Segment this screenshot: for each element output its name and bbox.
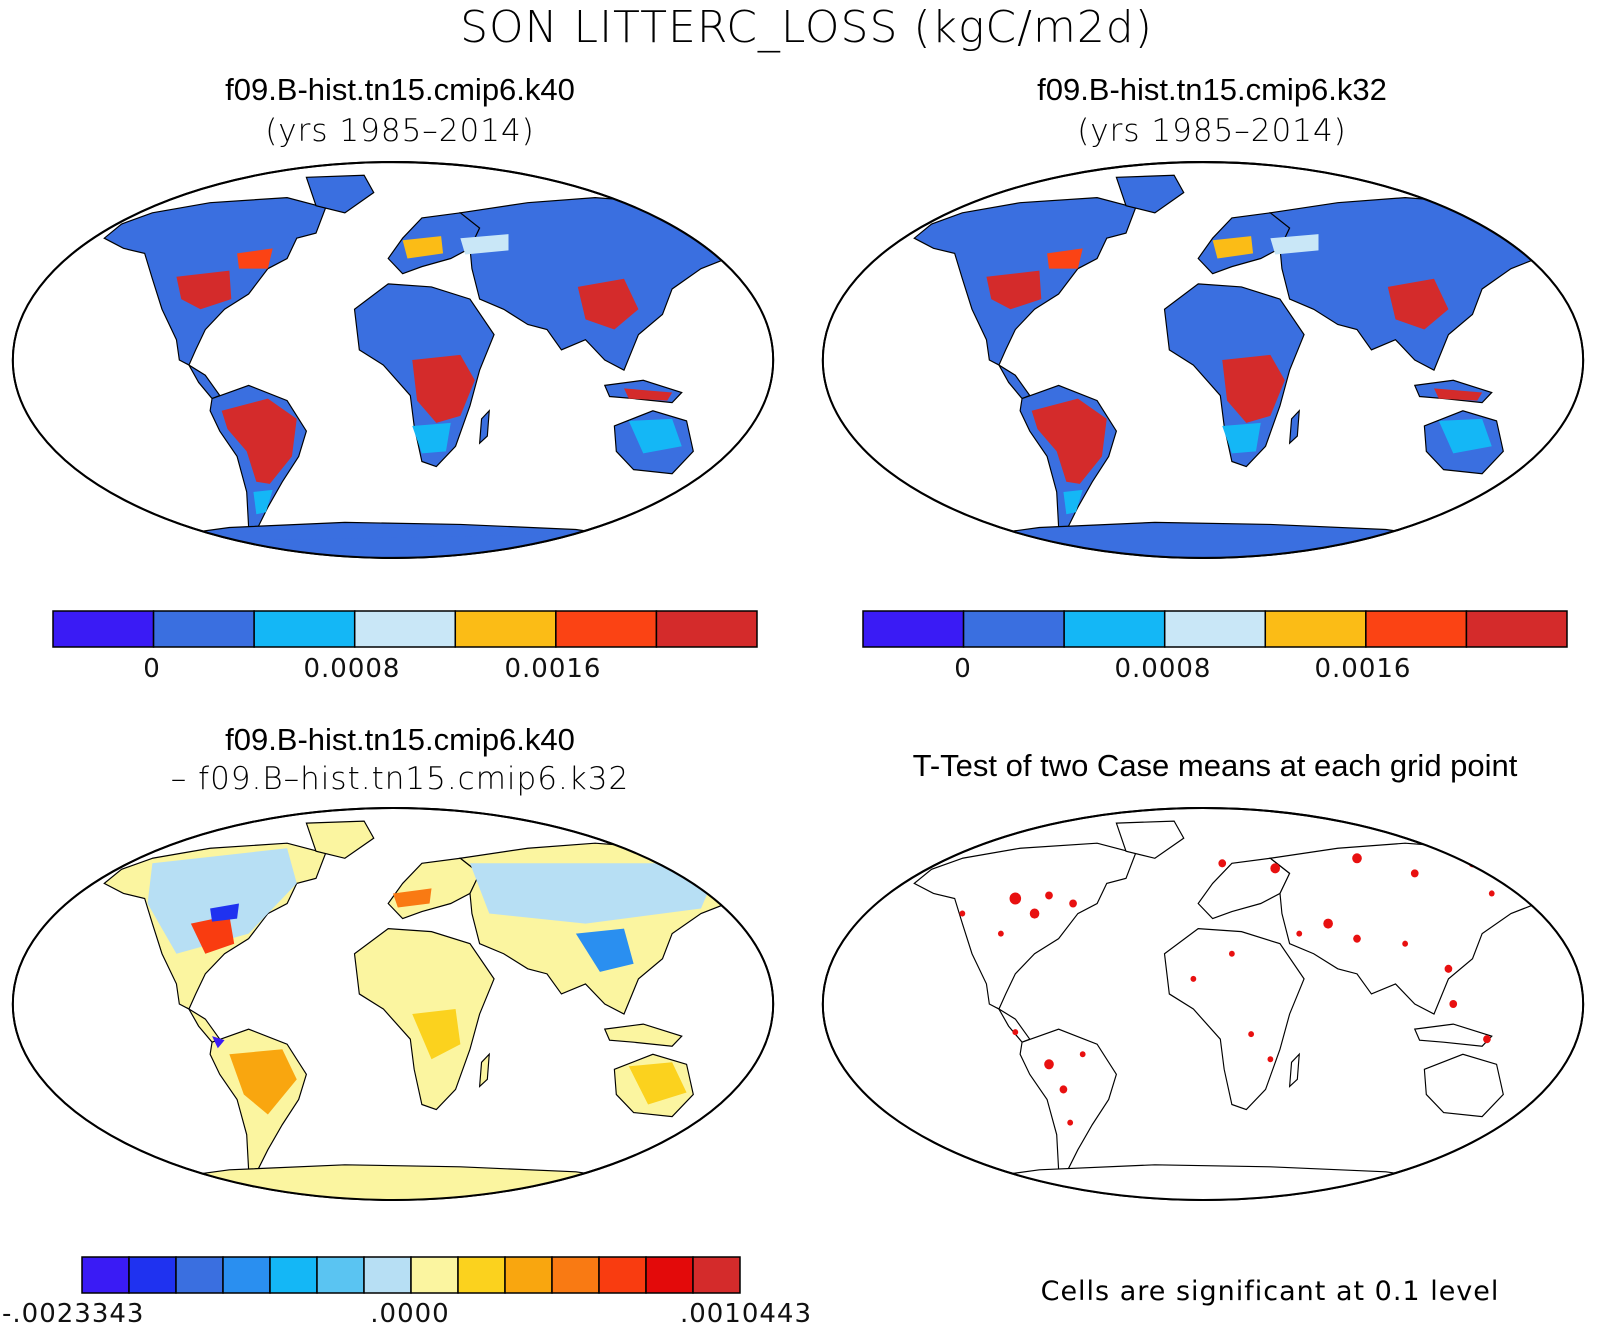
- colorbar-bottom-left-swatch-4: [269, 1256, 318, 1294]
- colorbar-top-right: [862, 610, 1568, 648]
- colorbar-top-left-swatch-3: [353, 610, 457, 648]
- colorbar-top-right-label-1: 0.0008: [1115, 654, 1212, 684]
- panel-top-right-case-title: f09.B-hist.tn15.cmip6.k32: [1037, 72, 1387, 107]
- significance-note: Cells are significant at 0.1 level: [1040, 1276, 1500, 1307]
- colorbar-top-left-swatch-2: [253, 610, 356, 648]
- colorbar-top-right-label-0: 0: [954, 654, 972, 684]
- colorbar-bottom-left-swatch-3: [222, 1256, 271, 1294]
- colorbar-bottom-left-swatch-11: [598, 1256, 647, 1294]
- colorbar-bottom-left-label-0: -.0023343: [2, 1299, 144, 1327]
- colorbar-top-left-swatch-6: [655, 610, 758, 648]
- colorbar-top-left-label-2: 0.0016: [505, 654, 602, 684]
- panel-bottom-right-title: T-Test of two Case means at each grid po…: [912, 748, 1518, 783]
- panel-top-left-years: (yrs 1985–2014): [265, 113, 535, 149]
- map-top-left: [11, 161, 775, 559]
- colorbar-top-right-swatch-1: [962, 610, 1065, 648]
- colorbar-top-right-label-2: 0.0016: [1315, 654, 1412, 684]
- colorbar-bottom-left-swatch-0: [81, 1256, 130, 1294]
- colorbar-bottom-left-swatch-9: [504, 1256, 553, 1294]
- map-bottom-left: [11, 807, 775, 1201]
- colorbar-top-left-swatch-1: [152, 610, 255, 648]
- colorbar-bottom-left-swatch-12: [645, 1256, 694, 1294]
- colorbar-bottom-left-swatch-7: [410, 1256, 459, 1294]
- colorbar-top-right-swatch-0: [862, 610, 965, 648]
- colorbar-top-left-label-1: 0.0008: [304, 654, 401, 684]
- colorbar-bottom-left: [81, 1256, 741, 1294]
- colorbar-bottom-left-swatch-1: [128, 1256, 177, 1294]
- panel-bottom-left-case-a: f09.B-hist.tn15.cmip6.k40: [225, 722, 575, 757]
- map-top-right: [821, 161, 1585, 559]
- colorbar-top-left-label-0: 0: [143, 654, 161, 684]
- colorbar-top-right-swatch-4: [1264, 610, 1367, 648]
- colorbar-bottom-left-swatch-13: [692, 1256, 741, 1294]
- colorbar-top-right-swatch-2: [1063, 610, 1166, 648]
- colorbar-top-left: [52, 610, 758, 648]
- colorbar-top-left-swatch-5: [555, 610, 658, 648]
- panel-top-right-years: (yrs 1985–2014): [1077, 113, 1347, 149]
- colorbar-bottom-left-label-1: .0000: [370, 1299, 449, 1327]
- panel-bottom-left-case-b: – f09.B–hist.tn15.cmip6.k32: [170, 761, 630, 797]
- colorbar-bottom-left-swatch-6: [363, 1256, 412, 1294]
- colorbar-bottom-left-swatch-2: [175, 1256, 224, 1294]
- colorbar-bottom-left-swatch-8: [457, 1256, 506, 1294]
- colorbar-top-right-swatch-5: [1365, 610, 1468, 648]
- page-title: SON LITTERC_LOSS (kgC/m2d): [460, 2, 1153, 53]
- panel-top-left-case-title: f09.B-hist.tn15.cmip6.k40: [225, 72, 575, 107]
- map-bottom-right: [821, 807, 1585, 1201]
- colorbar-bottom-left-swatch-5: [316, 1256, 365, 1294]
- colorbar-top-right-swatch-6: [1465, 610, 1568, 648]
- colorbar-bottom-left-label-2: .0010443: [680, 1299, 812, 1327]
- colorbar-top-left-swatch-4: [454, 610, 557, 648]
- colorbar-bottom-left-swatch-10: [551, 1256, 600, 1294]
- colorbar-top-right-swatch-3: [1163, 610, 1267, 648]
- colorbar-top-left-swatch-0: [52, 610, 155, 648]
